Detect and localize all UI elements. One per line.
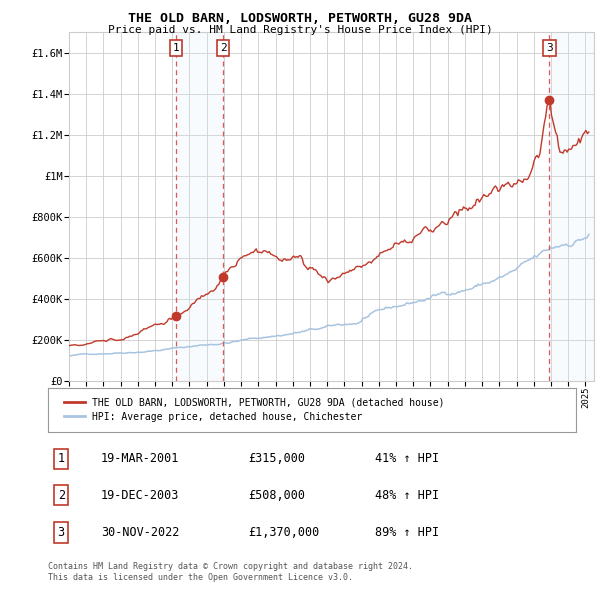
Text: 19-MAR-2001: 19-MAR-2001: [101, 452, 179, 466]
Text: Price paid vs. HM Land Registry's House Price Index (HPI): Price paid vs. HM Land Registry's House …: [107, 25, 493, 35]
Legend: THE OLD BARN, LODSWORTH, PETWORTH, GU28 9DA (detached house), HPI: Average price: THE OLD BARN, LODSWORTH, PETWORTH, GU28 …: [58, 392, 451, 428]
Text: 1: 1: [58, 452, 65, 466]
Text: £315,000: £315,000: [248, 452, 305, 466]
Text: THE OLD BARN, LODSWORTH, PETWORTH, GU28 9DA: THE OLD BARN, LODSWORTH, PETWORTH, GU28 …: [128, 12, 472, 25]
Text: 41% ↑ HPI: 41% ↑ HPI: [376, 452, 439, 466]
Text: 19-DEC-2003: 19-DEC-2003: [101, 489, 179, 502]
Text: 89% ↑ HPI: 89% ↑ HPI: [376, 526, 439, 539]
Text: 3: 3: [546, 43, 553, 53]
Text: 2: 2: [220, 43, 227, 53]
Bar: [550, 32, 594, 381]
Text: 3: 3: [58, 526, 65, 539]
Text: 2: 2: [58, 489, 65, 502]
Text: 30-NOV-2022: 30-NOV-2022: [101, 526, 179, 539]
Text: Contains HM Land Registry data © Crown copyright and database right 2024.: Contains HM Land Registry data © Crown c…: [48, 562, 413, 571]
Text: This data is licensed under the Open Government Licence v3.0.: This data is licensed under the Open Gov…: [48, 573, 353, 582]
Text: £508,000: £508,000: [248, 489, 305, 502]
Bar: [176, 32, 223, 381]
Text: 48% ↑ HPI: 48% ↑ HPI: [376, 489, 439, 502]
Text: 1: 1: [173, 43, 179, 53]
Text: £1,370,000: £1,370,000: [248, 526, 320, 539]
